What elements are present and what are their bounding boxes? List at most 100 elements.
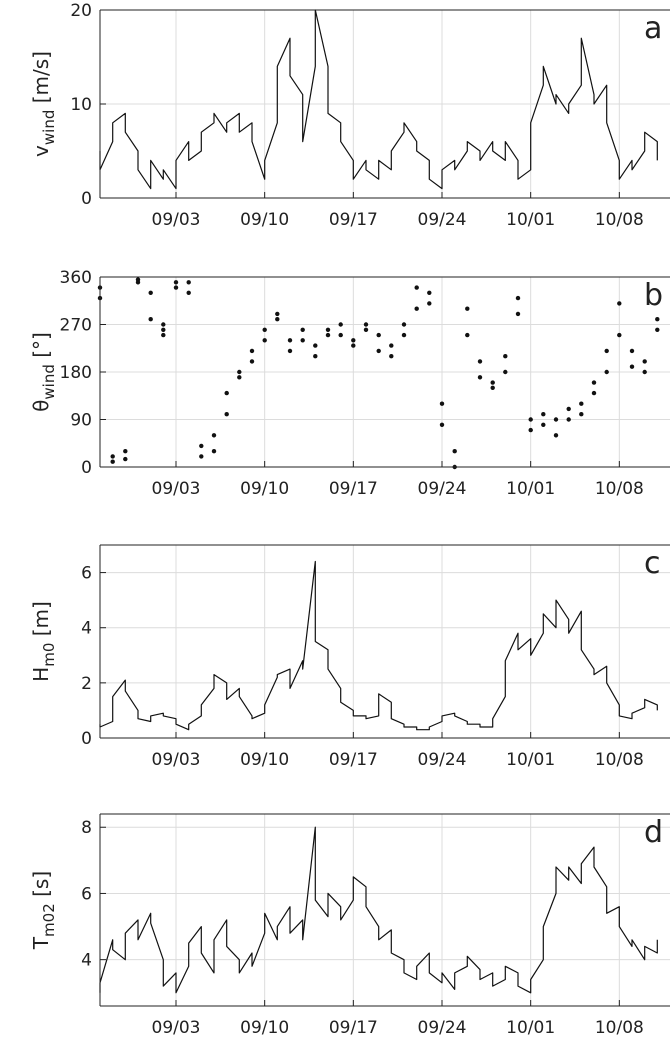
y-tick-label: 10 <box>70 95 92 115</box>
data-point <box>174 285 178 289</box>
data-point <box>427 301 431 305</box>
x-tick-label: 10/01 <box>506 1018 555 1038</box>
data-point <box>123 457 127 461</box>
data-point <box>339 333 343 337</box>
y-axis-label: θwind [°] <box>29 332 58 412</box>
data-point <box>263 328 267 332</box>
series-line <box>100 562 657 730</box>
data-point <box>377 333 381 337</box>
y-axis-label-subscript: m02 <box>40 903 58 937</box>
x-tick-label: 09/10 <box>240 479 289 499</box>
y-axis-label-unit: [m] <box>29 601 53 642</box>
x-tick-label: 09/24 <box>418 479 467 499</box>
x-tick-label: 10/01 <box>506 479 555 499</box>
y-tick-label: 4 <box>81 951 92 971</box>
data-point <box>440 423 444 427</box>
data-point <box>478 375 482 379</box>
data-point <box>643 359 647 363</box>
data-point <box>313 343 317 347</box>
series-line <box>100 827 657 993</box>
data-point <box>529 417 533 421</box>
data-point <box>516 312 520 316</box>
x-tick-label: 10/08 <box>595 479 644 499</box>
data-point <box>630 349 634 353</box>
data-point <box>579 412 583 416</box>
y-tick-label: 20 <box>70 1 92 21</box>
y-tick-label: 0 <box>81 189 92 209</box>
x-tick-label: 09/03 <box>152 750 201 770</box>
data-point <box>516 296 520 300</box>
data-point <box>199 444 203 448</box>
y-tick-label: 0 <box>81 458 92 478</box>
data-point <box>237 375 241 379</box>
data-point <box>605 349 609 353</box>
panel-c: 0 2 4 6 09/03 09/10 09/17 09/24 10/01 10/08 Hm0 [m… <box>29 545 670 770</box>
data-point <box>465 333 469 337</box>
x-tick-label: 10/08 <box>595 750 644 770</box>
x-tick-label: 10/01 <box>506 750 555 770</box>
x-tick-label: 09/03 <box>152 1018 201 1038</box>
data-point <box>313 354 317 358</box>
y-axis-label-symbol: H <box>29 667 53 682</box>
y-axis-label-subscript: wind <box>40 110 58 145</box>
data-point <box>250 359 254 363</box>
data-point <box>326 333 330 337</box>
panel-a: 0 10 20 09/03 09/10 09/17 09/24 10/01 10/08 vwind… <box>29 1 670 230</box>
data-point <box>402 333 406 337</box>
data-point <box>199 454 203 458</box>
data-point <box>592 380 596 384</box>
data-point <box>655 328 659 332</box>
panel-letter: a <box>644 11 662 46</box>
data-point <box>288 349 292 353</box>
x-tick-label: 09/03 <box>152 479 201 499</box>
data-point <box>554 433 558 437</box>
panel-d: 4 6 8 09/03 09/10 09/17 09/24 10/01 10/08 Tm02 [s… <box>29 814 670 1038</box>
data-point <box>503 354 507 358</box>
data-point <box>326 328 330 332</box>
data-point <box>351 338 355 342</box>
data-point <box>491 386 495 390</box>
data-point <box>263 338 267 342</box>
data-point <box>288 338 292 342</box>
y-axis-label-symbol: v <box>29 145 53 157</box>
data-point <box>377 349 381 353</box>
y-tick-label: 6 <box>81 884 92 904</box>
data-point <box>630 365 634 369</box>
y-axis-label-unit: [°] <box>29 332 53 364</box>
data-point <box>415 285 419 289</box>
data-point <box>491 380 495 384</box>
data-point <box>364 322 368 326</box>
data-point <box>111 454 115 458</box>
data-point <box>567 417 571 421</box>
data-point <box>275 312 279 316</box>
data-point <box>503 370 507 374</box>
y-tick-label: 8 <box>81 818 92 838</box>
data-point <box>149 291 153 295</box>
data-point <box>389 343 393 347</box>
data-point <box>123 449 127 453</box>
data-point <box>541 423 545 427</box>
data-point <box>655 317 659 321</box>
data-point <box>478 359 482 363</box>
x-tick-label: 10/08 <box>595 1018 644 1038</box>
y-tick-label: 6 <box>81 564 92 584</box>
data-point <box>617 333 621 337</box>
panel-letter: c <box>644 546 661 581</box>
data-point <box>161 328 165 332</box>
x-tick-label: 09/17 <box>329 1018 378 1038</box>
y-tick-label: 0 <box>81 729 92 749</box>
data-point <box>339 322 343 326</box>
panel-letter: b <box>644 278 663 313</box>
data-point <box>301 328 305 332</box>
data-point <box>389 354 393 358</box>
data-point <box>351 343 355 347</box>
data-point <box>567 407 571 411</box>
panel-b: 0 90 180 270 360 09/03 09/10 09/17 09/24 10/01 10/… <box>29 268 670 499</box>
data-point <box>212 433 216 437</box>
data-point <box>402 322 406 326</box>
panel-letter: d <box>644 815 663 850</box>
data-point <box>225 412 229 416</box>
data-point <box>161 333 165 337</box>
data-point <box>161 322 165 326</box>
